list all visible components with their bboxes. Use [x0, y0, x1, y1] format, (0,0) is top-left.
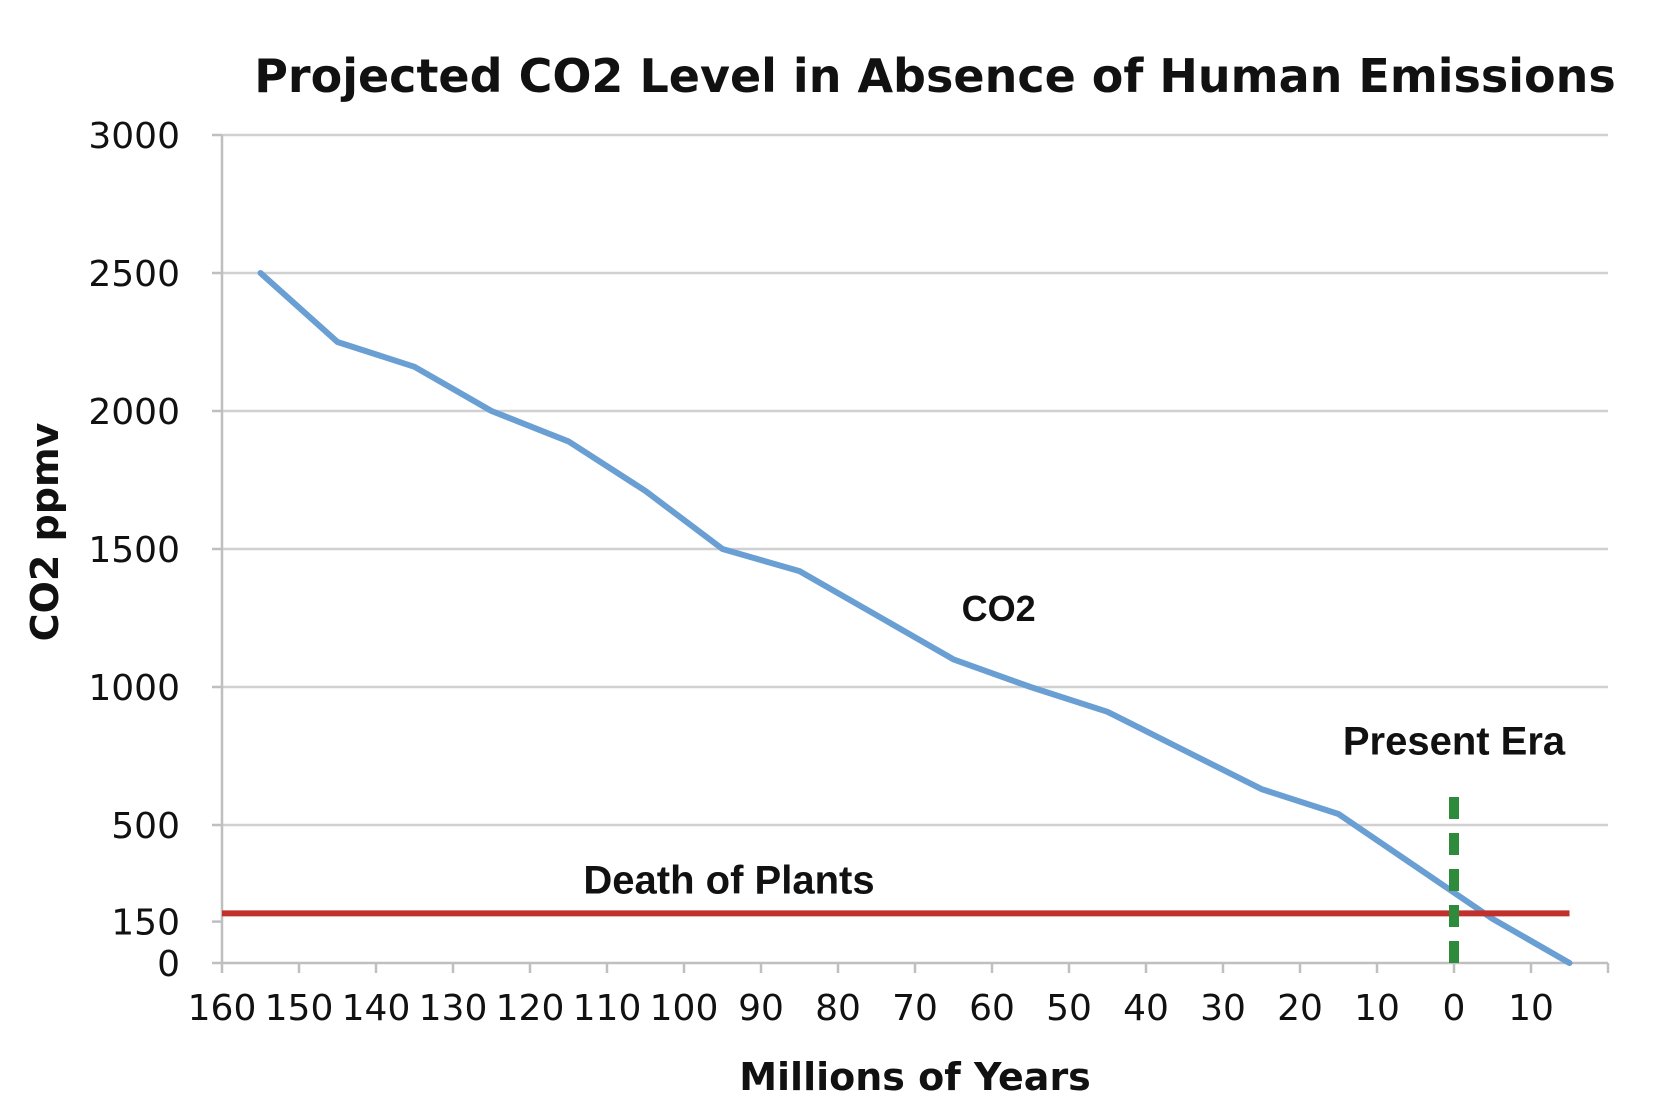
- x-tick-label: 120: [496, 988, 565, 1029]
- x-axis-title: Millions of Years: [739, 1055, 1091, 1099]
- series-line-co2: [257, 270, 1573, 966]
- series-label-co2: CO2: [962, 588, 1036, 629]
- x-tick-label: 90: [738, 988, 784, 1029]
- x-tick-label: 130: [419, 988, 488, 1029]
- x-tick-label: 60: [969, 988, 1015, 1029]
- gridlines: [222, 133, 1608, 827]
- axes: [212, 133, 1610, 973]
- y-tick-label: 0: [157, 944, 180, 985]
- x-tick-label: 10: [1508, 988, 1554, 1029]
- series-layer: CO2: [257, 270, 1573, 966]
- y-tick-label: 1500: [88, 530, 180, 571]
- x-tick-label: 110: [573, 988, 642, 1029]
- x-tick-label: 50: [1046, 988, 1092, 1029]
- y-tick-label: 3000: [88, 116, 180, 157]
- x-tick-label: 30: [1200, 988, 1246, 1029]
- x-tick-label: 150: [265, 988, 334, 1029]
- chart-title: Projected CO2 Level in Absence of Human …: [254, 49, 1616, 103]
- y-axis-title: CO2 ppmv: [23, 422, 67, 641]
- present-era-label: Present Era: [1343, 719, 1566, 763]
- annotations: Death of Plants Present Era: [222, 719, 1570, 963]
- y-tick-label: 2000: [88, 392, 180, 433]
- tick-labels: 160 150 140 130 120 110 100 90 80 70 60 50 40 30 20 10 0…: [88, 116, 1554, 1029]
- x-tick-label: 20: [1277, 988, 1323, 1029]
- y-tick-label: 150: [111, 903, 180, 944]
- y-tick-label: 500: [111, 806, 180, 847]
- x-tick-label: 0: [1443, 988, 1466, 1029]
- x-tick-label: 140: [342, 988, 411, 1029]
- y-tick-label: 1000: [88, 668, 180, 709]
- x-tick-label: 100: [650, 988, 719, 1029]
- x-tick-label: 80: [815, 988, 861, 1029]
- y-tick-label: 2500: [88, 254, 180, 295]
- x-tick-label: 10: [1354, 988, 1400, 1029]
- death-of-plants-label: Death of Plants: [583, 858, 874, 902]
- x-tick-label: 40: [1123, 988, 1169, 1029]
- x-tick-label: 70: [892, 988, 938, 1029]
- x-tick-label: 160: [188, 988, 257, 1029]
